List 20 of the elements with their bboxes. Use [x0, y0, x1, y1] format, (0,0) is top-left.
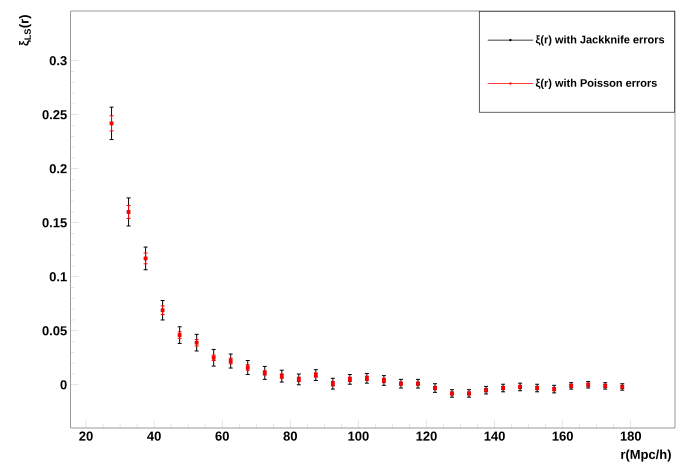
- legend-label: ξ(r) with Jackknife errors: [536, 35, 664, 46]
- x-tick-label: 20: [79, 432, 93, 441]
- x-tick-label: 80: [283, 432, 297, 441]
- y-tick-label: 0.1: [50, 272, 67, 282]
- y-tick-label: 0.05: [42, 326, 67, 336]
- y-axis-title: ξ$_{LS}$(r): [19, 15, 32, 46]
- y-tick-label: 0.25: [42, 110, 67, 120]
- y-tick-label: 0.15: [42, 218, 67, 228]
- x-tick-label: 60: [215, 432, 229, 441]
- legend-label: ξ(r) with Poisson errors: [536, 78, 657, 90]
- y-tick-label: 0.3: [50, 56, 67, 66]
- x-tick-label: 120: [416, 432, 437, 441]
- x-tick-label: 140: [484, 432, 505, 441]
- x-tick-label: 160: [552, 432, 573, 441]
- x-axis-title: r(Mpc/h): [621, 450, 671, 462]
- y-tick-label: 0.2: [50, 164, 67, 174]
- x-tick-label: 40: [147, 432, 161, 441]
- x-tick-label: 100: [348, 432, 369, 441]
- x-tick-label: 180: [620, 432, 642, 441]
- y-tick-label: 0: [60, 380, 67, 390]
